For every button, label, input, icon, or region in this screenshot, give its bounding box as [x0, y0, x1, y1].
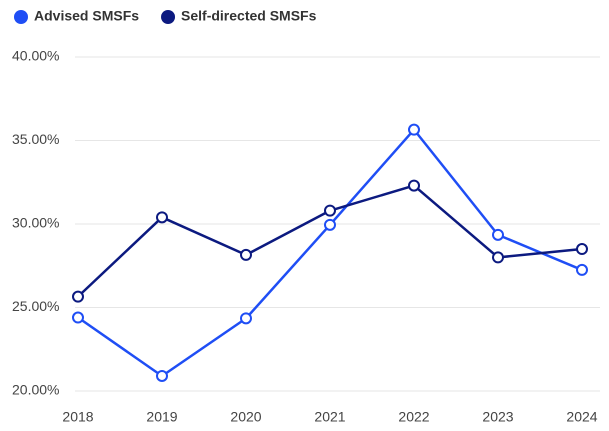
x-tick-label: 2023 — [482, 409, 513, 425]
point — [324, 218, 336, 231]
x-tick-label: 2018 — [62, 409, 93, 425]
point — [408, 123, 420, 136]
y-tick-label: 40.00% — [12, 48, 59, 64]
point — [72, 290, 84, 303]
point — [576, 263, 588, 276]
x-tick-label: 2024 — [566, 409, 597, 425]
point — [156, 211, 168, 224]
point — [240, 312, 252, 325]
point — [492, 228, 504, 241]
legend-label: Advised SMSFs — [34, 8, 139, 24]
series-line — [77, 184, 583, 298]
x-tick-label: 2019 — [146, 409, 177, 425]
point — [72, 311, 84, 324]
x-tick-label: 2022 — [398, 409, 429, 425]
x-tick-label: 2021 — [314, 409, 345, 425]
y-tick-label: 30.00% — [12, 215, 59, 231]
point — [576, 243, 588, 256]
point — [492, 251, 504, 264]
y-tick-label: 20.00% — [12, 382, 59, 398]
point — [156, 369, 168, 382]
point — [324, 204, 336, 217]
y-tick-label: 25.00% — [12, 298, 59, 314]
point — [408, 179, 420, 192]
legend-marker — [161, 10, 176, 24]
y-tick-label: 35.00% — [12, 131, 59, 147]
series-line — [77, 128, 583, 378]
legend-marker — [14, 10, 28, 24]
legend-label: Self-directed SMSFs — [181, 8, 317, 24]
x-tick-label: 2020 — [230, 409, 261, 425]
point — [240, 248, 252, 261]
